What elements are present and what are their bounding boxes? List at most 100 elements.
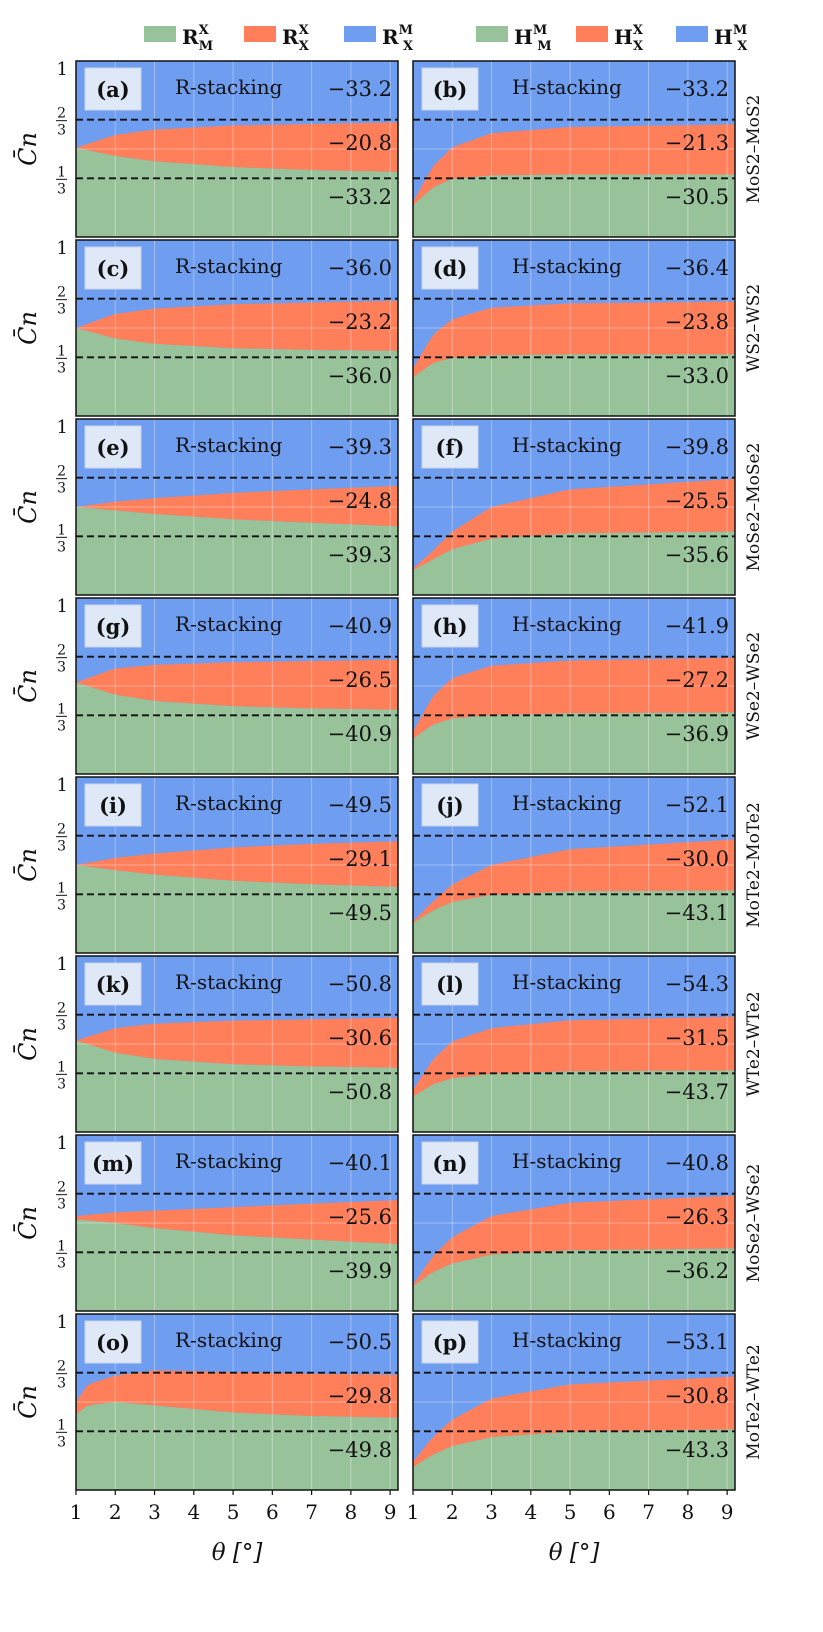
series-area-green <box>413 174 735 237</box>
value-label-top: −40.8 <box>665 1151 729 1175</box>
x-axis-label: θ [°] <box>549 1540 600 1566</box>
y-axis-label: C̄n <box>14 132 42 166</box>
value-label-bot: −36.0 <box>328 364 392 388</box>
value-label-mid: −26.3 <box>665 1205 729 1229</box>
panel-label-box <box>84 1320 142 1364</box>
stacking-label: R-stacking <box>175 791 283 815</box>
panel-frame <box>75 60 399 238</box>
panel-frame <box>75 955 399 1133</box>
legend-entry: HM M <box>514 23 552 54</box>
legend: RX M RX X RM X HM M HX X HM X <box>144 23 748 54</box>
x-tick-label: 3 <box>485 1500 498 1524</box>
series-area-green <box>76 1402 398 1490</box>
value-label-top: −36.0 <box>328 256 392 280</box>
panel-label-box <box>84 1141 142 1185</box>
value-label-bot: −43.1 <box>665 901 729 925</box>
material-label: MoTe2–WTe2 <box>744 1344 764 1459</box>
value-label-top: −52.1 <box>665 793 729 817</box>
panel-h: (h) H-stacking −41.9 −27.2 −36.9 WSe2–WSe2 <box>412 597 764 775</box>
material-label: MoS2–MoS2 <box>744 95 764 204</box>
x-tick-label: 7 <box>305 1500 318 1524</box>
legend-entry: RX M <box>182 23 213 54</box>
value-label-bot: −36.9 <box>665 722 729 746</box>
legend-entry: HM X <box>714 23 748 54</box>
x-tick-label: 4 <box>524 1500 537 1524</box>
value-label-bot: −40.9 <box>328 722 392 746</box>
series-area-green <box>413 354 735 416</box>
value-label-mid: −31.5 <box>665 1026 729 1050</box>
y-tick-label: 2 <box>57 1359 66 1375</box>
y-tick-label: 1 <box>57 238 68 259</box>
legend-swatch <box>144 26 176 42</box>
series-area-orange <box>76 1017 398 1068</box>
x-axes: 1 2 3 4 5 6 7 8 9 θ [°] 1 2 3 4 5 6 7 8 9 θ [°] <box>70 1490 734 1566</box>
value-label-bot: −35.6 <box>665 543 729 567</box>
panel-label: (m) <box>92 1151 134 1176</box>
value-label-top: −40.1 <box>328 1151 392 1175</box>
series-area-orange <box>76 841 398 887</box>
panel-frame <box>412 1313 736 1491</box>
series-area-green <box>76 682 398 774</box>
value-label-top: −50.5 <box>328 1330 392 1354</box>
series-area-green <box>76 147 398 237</box>
panel-j: (j) H-stacking −52.1 −30.0 −43.1 MoTe2–MoTe2 <box>412 776 764 954</box>
y-axis-label: C̄n <box>14 1206 42 1240</box>
y-axis-label: C̄n <box>14 490 42 524</box>
panel-frame <box>75 776 399 954</box>
x-tick-label: 1 <box>407 1500 420 1524</box>
value-label-top: −33.2 <box>665 77 729 101</box>
stacking-label: R-stacking <box>175 433 283 457</box>
y-tick-label: 1 <box>57 522 66 538</box>
panel-frame <box>75 1313 399 1491</box>
value-label-bot: −33.0 <box>665 364 729 388</box>
value-label-bot: −33.2 <box>328 185 392 209</box>
stacking-label: H-stacking <box>512 791 622 815</box>
x-tick-label: 9 <box>384 1500 397 1524</box>
series-area-green <box>413 1248 735 1311</box>
panel-label-box <box>84 246 142 290</box>
panel-label: (p) <box>433 1330 468 1355</box>
series-area-orange <box>413 1016 735 1097</box>
stacking-label: R-stacking <box>175 1149 283 1173</box>
series-area-green <box>413 890 735 953</box>
panel-label: (i) <box>99 793 127 818</box>
y-tick-label: 3 <box>57 360 66 376</box>
x-tick-label: 6 <box>603 1500 616 1524</box>
material-label: MoSe2–MoSe2 <box>744 443 764 572</box>
material-label: WS2–WS2 <box>744 284 764 372</box>
x-tick-label: 2 <box>446 1500 459 1524</box>
panel-label: (f) <box>436 435 465 460</box>
y-tick-label: 1 <box>57 775 68 796</box>
y-tick-label: 3 <box>57 897 66 913</box>
series-area-green <box>413 712 735 774</box>
panel-label-box <box>84 425 142 469</box>
y-tick-label: 1 <box>57 1312 68 1333</box>
panel-label-box <box>421 67 479 111</box>
y-tick-label: 1 <box>57 1059 66 1075</box>
y-tick-label: 1 <box>57 1238 66 1254</box>
y-tick-label: 1 <box>57 164 66 180</box>
value-label-bot: −39.3 <box>328 543 392 567</box>
panel-label-box <box>421 425 479 469</box>
y-tick-label: 1 <box>57 596 68 617</box>
y-axis-label: C̄n <box>14 1027 42 1061</box>
value-label-mid: −23.8 <box>665 310 729 334</box>
value-label-bot: −39.9 <box>328 1259 392 1283</box>
value-label-top: −54.3 <box>665 972 729 996</box>
panel-frame <box>75 1134 399 1312</box>
series-area-orange <box>76 122 398 172</box>
panel-label: (j) <box>436 793 463 818</box>
x-tick-label: 9 <box>721 1500 734 1524</box>
panel-label-box <box>421 246 479 290</box>
panel-frame <box>412 239 736 417</box>
y-tick-label: 2 <box>57 1180 66 1196</box>
legend-swatch <box>576 26 608 42</box>
y-tick-label: 1 <box>57 343 66 359</box>
value-label-bot: −49.5 <box>328 901 392 925</box>
y-tick-label: 1 <box>57 880 66 896</box>
stacking-label: H-stacking <box>512 75 622 99</box>
